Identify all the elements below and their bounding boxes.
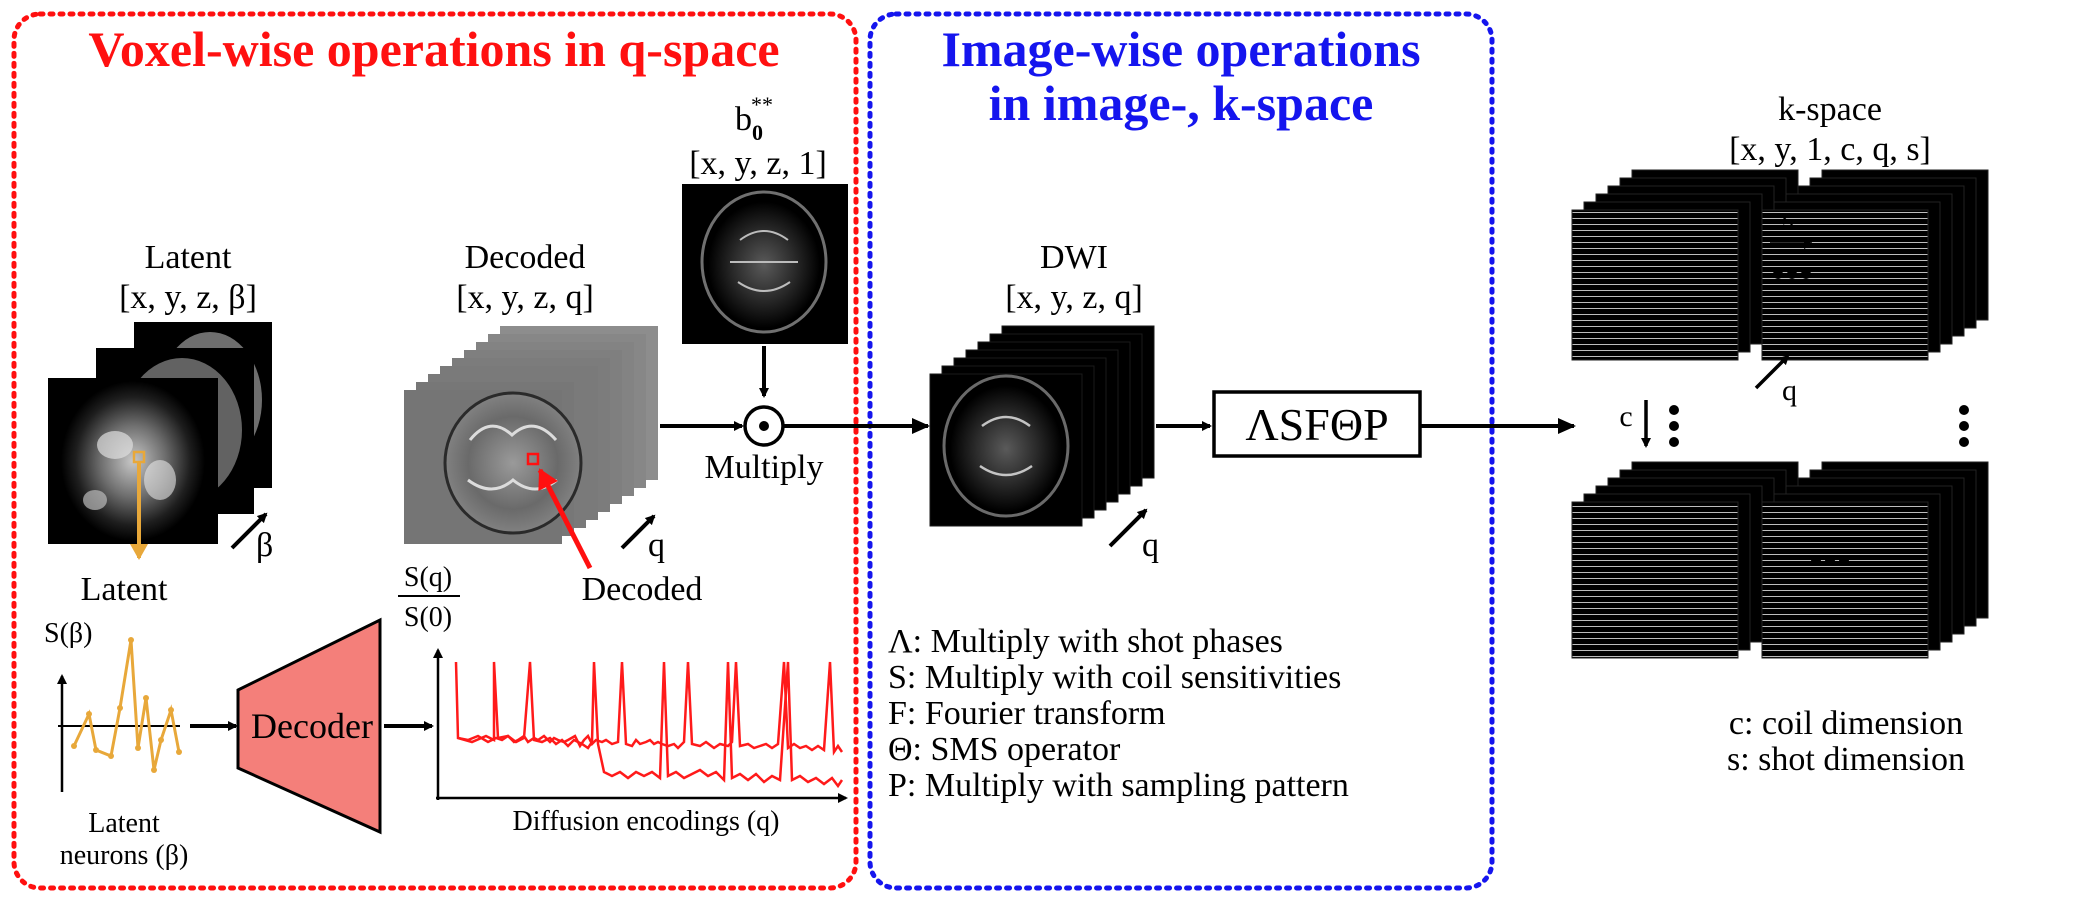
kspace-horizontal-ellipsis-bottom	[1811, 555, 1849, 565]
image-panel-title-line1: Image-wise operations	[941, 21, 1420, 77]
legend-f: F: Fourier transform	[888, 695, 1166, 732]
latent-plot-xlabel-line1: Latent	[88, 808, 160, 839]
operator-legend: Λ: Multiply with shot phases S: Multiply…	[888, 623, 1349, 804]
b0-image	[682, 184, 848, 344]
signal-plot-ylabel-denominator: S(0)	[404, 602, 452, 633]
b0-title: b0 **	[735, 92, 773, 145]
operator-box	[1212, 390, 1422, 458]
latent-plot-xlabel-line2: neurons (β)	[60, 840, 189, 871]
voxel-panel-frame	[11, 11, 859, 891]
image-panel-frame	[867, 11, 1495, 891]
decoded-stack-dims: [x, y, z, q]	[456, 279, 594, 316]
kspace-stack-top-left	[1571, 169, 1799, 361]
decoded-pointer-label: Decoded	[582, 571, 703, 608]
b0-title-base: b	[735, 101, 752, 138]
voxel-panel-title: Voxel-wise operations in q-space	[88, 21, 779, 77]
dwi-image-stack	[929, 325, 1155, 527]
kspace-q-label: q	[1782, 374, 1797, 407]
decoded-stack-title: Decoded	[465, 239, 586, 276]
legend-theta: Θ: SMS operator	[888, 731, 1121, 768]
b0-title-superscript: **	[751, 92, 773, 117]
decoded-image-stack	[404, 326, 658, 544]
latent-plot-ylabel: S(β)	[44, 618, 92, 649]
decoder-label: Decoder	[251, 706, 373, 746]
decoder-block	[236, 617, 382, 835]
kspace-vertical-ellipsis-left	[1669, 405, 1679, 447]
kspace-horizontal-ellipsis-top	[1773, 269, 1811, 279]
multiply-node-dot	[759, 421, 769, 431]
kspace-q-arrow	[1754, 354, 1790, 390]
dwi-stack-title: DWI	[1040, 239, 1108, 276]
kspace-legend-coil: c: coil dimension	[1729, 705, 1963, 742]
kspace-vertical-ellipsis-right	[1959, 405, 1969, 447]
legend-s: S: Multiply with coil sensitivities	[888, 659, 1341, 696]
operator-label: ΛSFΘP	[1245, 399, 1388, 450]
latent-pointer-label: Latent	[81, 571, 168, 608]
latent-stack-dims: [x, y, z, β]	[119, 279, 257, 316]
kspace-title: k-space	[1778, 91, 1882, 128]
latent-neuron-plot	[57, 637, 182, 792]
decoded-voxel-pointer	[537, 468, 593, 570]
signal-plot-xlabel: Diffusion encodings (q)	[513, 806, 780, 837]
dwi-q-axis-label: q	[1142, 527, 1159, 564]
image-panel-title-line2: in image-, k-space	[989, 75, 1374, 131]
legend-lambda: Λ: Multiply with shot phases	[888, 623, 1283, 660]
signal-plot-ylabel-numerator: S(q)	[404, 562, 452, 593]
decoded-q-axis-label: q	[648, 527, 665, 564]
dwi-q-arrow	[1108, 508, 1148, 548]
latent-beta-arrow	[230, 512, 268, 550]
b0-title-subscript: 0	[752, 120, 763, 145]
decoded-q-arrow	[620, 514, 656, 550]
dwi-stack-dims: [x, y, z, q]	[1005, 279, 1143, 316]
kspace-s-label: s	[1782, 202, 1794, 235]
signal-plot	[433, 648, 848, 803]
latent-image-stack	[48, 322, 272, 544]
b0-dims: [x, y, z, 1]	[689, 145, 827, 182]
kspace-c-label: c	[1619, 400, 1632, 433]
multiply-label: Multiply	[704, 449, 823, 486]
kspace-stack-top-right	[1761, 169, 1989, 361]
kspace-dims: [x, y, 1, c, q, s]	[1729, 131, 1931, 168]
legend-p: P: Multiply with sampling pattern	[888, 767, 1349, 804]
latent-stack-title: Latent	[145, 239, 232, 276]
latent-beta-axis-label: β	[256, 527, 273, 564]
kspace-legend-shot: s: shot dimension	[1727, 741, 1965, 778]
kspace-stack-bottom-right	[1761, 461, 1989, 659]
